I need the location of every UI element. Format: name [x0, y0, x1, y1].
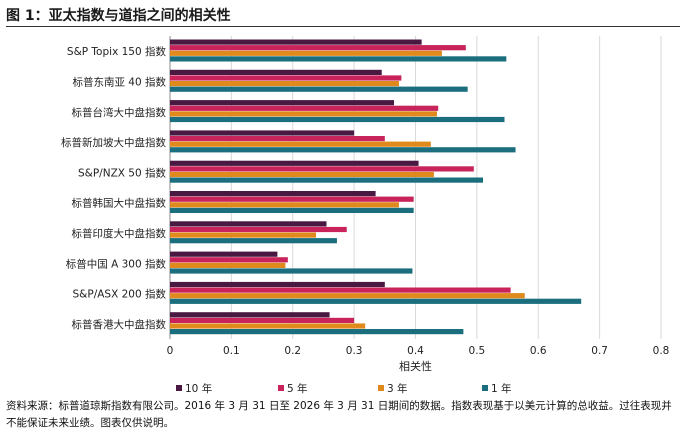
category-label: S&P/ASX 200 指数	[73, 288, 167, 301]
title-divider	[6, 26, 680, 27]
source-footnote: 资料来源：标普道琼斯指数有限公司。2016 年 3 月 31 日至 2026 年…	[6, 400, 672, 429]
bar	[170, 39, 422, 45]
x-tick-label: 0.8	[653, 345, 670, 357]
category-label: 标普印度大中盘指数	[72, 227, 167, 240]
bar	[170, 257, 288, 263]
x-axis-title: 相关性	[399, 359, 432, 373]
bar	[170, 312, 330, 318]
bar	[170, 50, 442, 56]
legend-swatch	[278, 385, 284, 391]
bar	[170, 147, 516, 153]
bar	[170, 130, 355, 136]
bar	[170, 232, 317, 238]
bar	[170, 56, 507, 62]
x-tick-label: 0.1	[223, 345, 240, 357]
legend-swatch	[482, 385, 488, 391]
bar	[170, 251, 278, 257]
bar	[170, 45, 466, 51]
bar	[170, 105, 439, 111]
bar	[170, 207, 414, 213]
bar	[170, 293, 525, 299]
bar	[170, 160, 419, 166]
x-tick-label: 0.3	[346, 345, 363, 357]
bar	[170, 196, 414, 202]
bar	[170, 86, 468, 92]
x-tick-label: 0.2	[284, 345, 301, 357]
x-tick-label: 0	[167, 345, 174, 357]
bar	[170, 171, 434, 178]
bar	[170, 323, 366, 329]
category-label: 标普中国 A 300 指数	[66, 257, 167, 270]
bar	[170, 268, 413, 274]
category-label: 标普东南亚 40 指数	[72, 75, 166, 88]
legend-label: 5 年	[287, 382, 308, 395]
category-label: 标普台湾大中盘指数	[72, 106, 167, 119]
bar	[170, 226, 347, 233]
bar	[170, 100, 395, 106]
correlation-bar-chart: 0 0.1 0.2 0.3 0.4 0.5 0.6 0.7 0.8 S&P Topix 150 指…	[61, 36, 670, 395]
category-label: 标普韩国大中盘指数	[72, 197, 167, 210]
legend-swatch	[378, 385, 384, 391]
bar	[170, 287, 511, 293]
bar	[170, 202, 399, 208]
bar	[170, 317, 355, 323]
bar	[170, 262, 286, 268]
bar	[170, 75, 402, 81]
bar	[170, 177, 484, 183]
category-label: 标普新加坡大中盘指数	[61, 136, 166, 149]
bar	[170, 141, 431, 147]
bar	[170, 111, 437, 117]
bar	[170, 329, 464, 335]
x-tick-label: 0.6	[530, 345, 547, 357]
legend-swatch	[176, 385, 182, 391]
legend-label: 10 年	[185, 382, 212, 395]
category-label: S&P/NZX 50 指数	[78, 166, 166, 179]
bar	[170, 116, 505, 123]
bar	[170, 136, 385, 142]
x-tick-label: 0.4	[407, 345, 424, 357]
bar	[170, 221, 327, 227]
legend-label: 3 年	[387, 382, 408, 395]
bar	[170, 281, 385, 288]
bar	[170, 69, 382, 75]
legend-label: 1 年	[491, 382, 512, 395]
category-label: S&P Topix 150 指数	[67, 45, 167, 58]
bar	[170, 191, 376, 197]
x-tick-label: 0.5	[469, 345, 486, 357]
bar	[170, 81, 399, 87]
bar	[170, 238, 337, 244]
x-tick-label: 0.7	[591, 345, 608, 357]
category-label: 标普香港大中盘指数	[72, 318, 167, 331]
bar	[170, 166, 474, 172]
bar	[170, 298, 582, 304]
chart-title: 图 1：亚太指数与道指之间的相关性	[6, 8, 231, 24]
